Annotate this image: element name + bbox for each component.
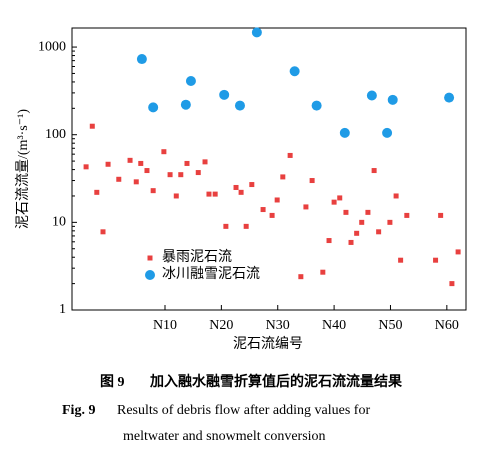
point: [354, 230, 360, 236]
point: [127, 157, 133, 163]
x-tick-label: N50: [378, 318, 402, 333]
point: [359, 219, 365, 225]
y-tick-label: 100: [45, 127, 66, 142]
point: [371, 168, 377, 174]
point: [167, 172, 173, 178]
legend-label: 暴雨泥石流: [162, 249, 232, 265]
point: [260, 207, 266, 213]
x-tick-label: N40: [322, 318, 346, 333]
point: [238, 189, 244, 195]
point: [438, 212, 444, 218]
point: [161, 149, 167, 155]
y-tick-label: 10: [52, 215, 66, 230]
point: [320, 269, 326, 275]
point: [133, 179, 139, 185]
legend-marker: [147, 255, 153, 261]
caption-zh: 加入融水融雪折算值后的泥石流流量结果: [149, 373, 403, 390]
caption-en-label: Fig. 9: [62, 403, 95, 418]
point: [393, 193, 399, 199]
x-tick-label: N20: [209, 318, 233, 333]
point: [212, 191, 218, 197]
legend-marker: [145, 270, 155, 280]
x-tick-label: N10: [153, 318, 177, 333]
point: [105, 161, 111, 167]
point: [298, 274, 304, 280]
x-tick-label: N60: [435, 318, 459, 333]
point: [178, 172, 184, 178]
point: [100, 229, 106, 235]
point: [449, 281, 455, 287]
point: [136, 54, 147, 65]
point: [243, 223, 249, 229]
point: [223, 223, 229, 229]
point: [365, 209, 371, 215]
point: [444, 92, 455, 103]
point: [326, 238, 332, 244]
legend-label: 冰川融雪泥石流: [162, 266, 260, 282]
point: [343, 209, 349, 215]
point: [455, 249, 461, 255]
point: [138, 160, 144, 166]
x-tick-label: N30: [266, 318, 290, 333]
point: [173, 193, 179, 199]
y-tick-label: 1: [59, 302, 66, 317]
point: [398, 257, 404, 263]
point: [219, 89, 230, 100]
point: [94, 189, 100, 195]
point: [274, 197, 280, 203]
point: [309, 178, 315, 184]
point: [83, 164, 89, 170]
point: [289, 66, 300, 77]
point: [404, 212, 410, 218]
point: [233, 184, 239, 190]
caption-en-line: Results of debris flow after adding valu…: [117, 403, 370, 418]
point: [206, 191, 212, 197]
point: [311, 100, 322, 111]
point: [89, 123, 95, 129]
point: [195, 170, 201, 176]
point: [234, 100, 245, 111]
x-axis-label: 泥石流编号: [233, 336, 303, 352]
point: [348, 239, 354, 245]
point: [382, 127, 393, 138]
point: [366, 90, 377, 101]
caption-en-line: meltwater and snowmelt conversion: [123, 429, 326, 444]
point: [303, 204, 309, 210]
point: [180, 99, 191, 110]
point: [144, 168, 150, 174]
point: [269, 212, 275, 218]
caption-zh-label: 图 9: [100, 374, 125, 390]
point: [150, 188, 156, 194]
y-tick-label: 1000: [38, 39, 66, 54]
point: [433, 257, 439, 263]
point: [280, 174, 286, 180]
point: [184, 160, 190, 166]
point: [387, 219, 393, 225]
plot-frame: [71, 27, 467, 311]
point: [331, 199, 337, 205]
point: [148, 102, 159, 113]
y-axis-label: 泥石流流量/(m³·s⁻¹): [15, 109, 31, 229]
point: [251, 27, 262, 38]
point: [202, 159, 208, 165]
point: [387, 94, 398, 105]
point: [116, 176, 122, 182]
point: [185, 75, 196, 86]
point: [376, 229, 382, 235]
point: [337, 195, 343, 201]
point: [339, 127, 350, 138]
point: [249, 182, 255, 188]
point: [287, 152, 293, 158]
